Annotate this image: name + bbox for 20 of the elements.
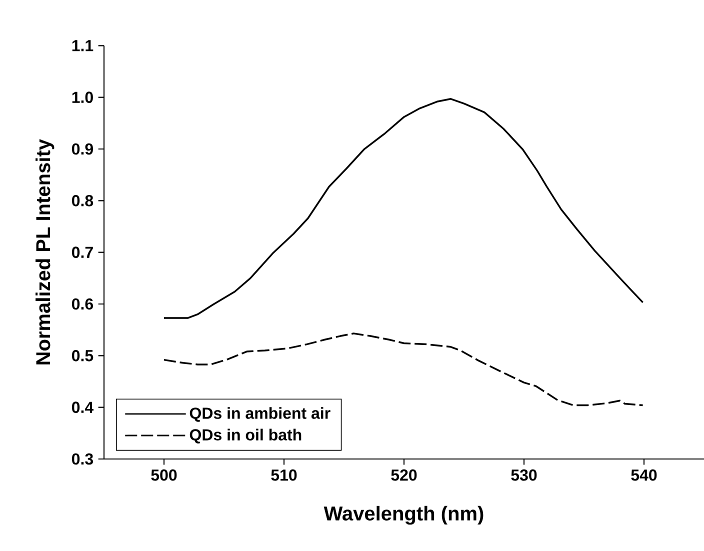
- y-axis-title: Normalized PL Intensity: [36, 139, 54, 364]
- line-series: [163, 332, 644, 406]
- x-axis-title: Wavelength (nm): [324, 506, 484, 525]
- x-tick-label: 510: [271, 469, 297, 481]
- y-tick-label: 0.8: [72, 195, 94, 206]
- y-tick-label: 0.7: [72, 246, 93, 258]
- legend-label: QDs in ambient air: [190, 407, 330, 422]
- y-tick-label: 1.0: [72, 92, 93, 103]
- x-tick-label: 530: [511, 469, 537, 481]
- line-series: [163, 98, 644, 319]
- x-tick-label: 500: [151, 469, 177, 481]
- y-tick-label: 0.9: [72, 143, 94, 155]
- y-tick-label: 0.5: [72, 350, 94, 362]
- y-tick-label: 0.3: [72, 453, 94, 465]
- x-tick-label: 520: [391, 469, 417, 481]
- y-tick-label: 0.4: [72, 402, 94, 413]
- y-tick-label: 0.6: [72, 298, 94, 310]
- y-tick-label: 1.1: [72, 40, 94, 52]
- x-tick-label: 540: [631, 469, 657, 481]
- legend-label: QDs in oil bath: [190, 428, 302, 444]
